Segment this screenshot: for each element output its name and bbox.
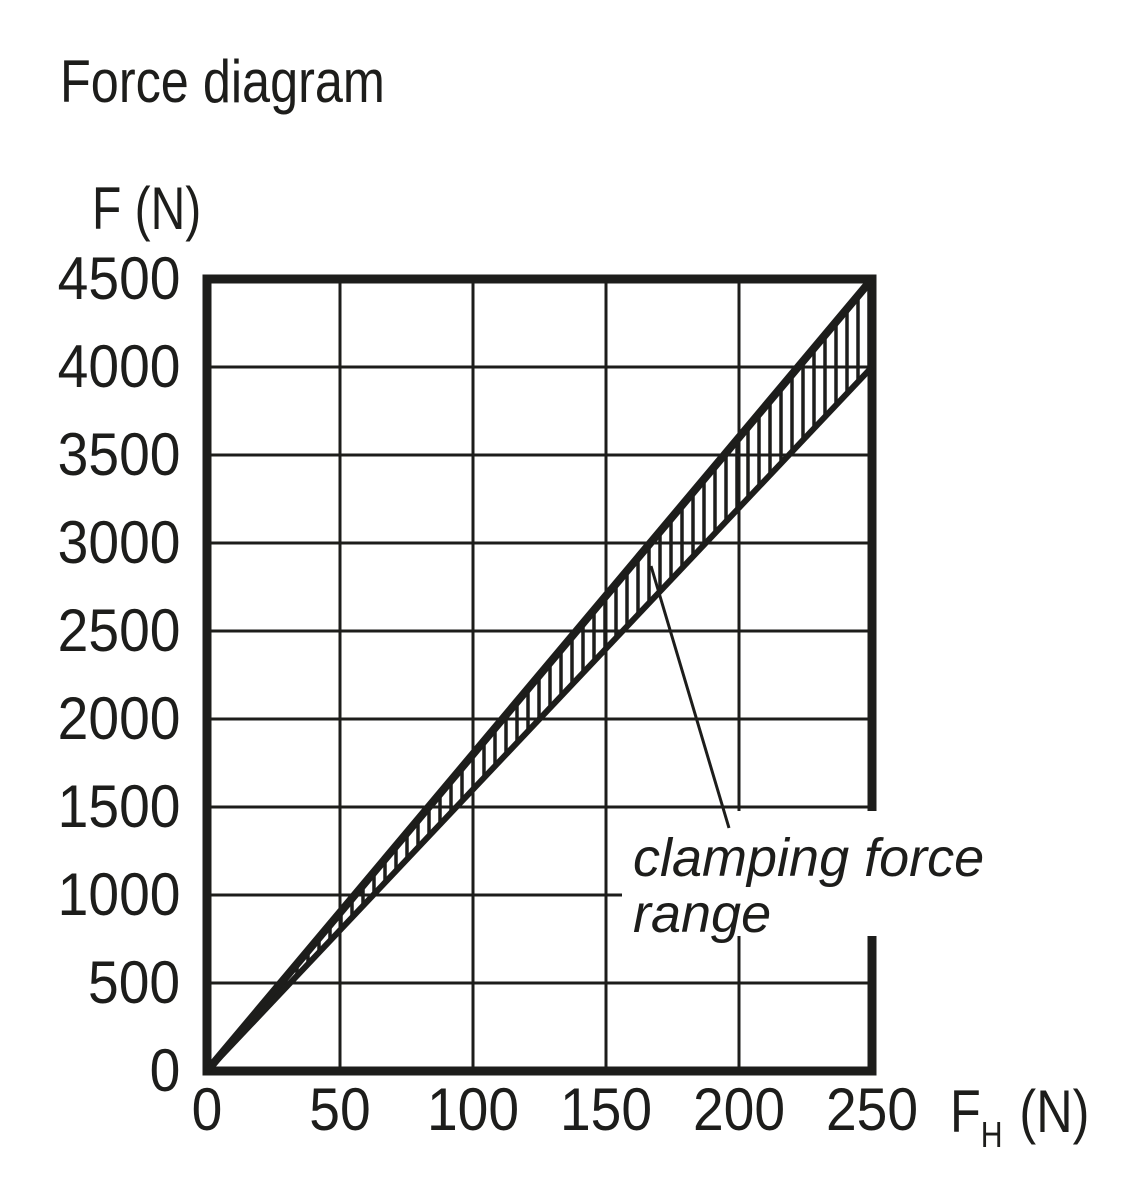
y-axis-label: F (N) [92,175,202,242]
chart-title: Force diagram [60,48,385,115]
y-tick-label: 1000 [57,861,180,928]
clamping-band-lower-line [204,364,875,1074]
x-tick-label: 200 [692,1076,786,1143]
x-tick-label: 100 [426,1076,520,1143]
x-axis-unit: (N) [1019,1078,1090,1145]
y-tick-label: 2000 [57,685,180,752]
x-axis-symbol: F [950,1078,981,1145]
x-tick-label: 250 [825,1076,919,1143]
x-axis-subscript: H [980,1114,1003,1155]
y-tick-label: 3500 [57,421,180,488]
annotation-leader-line [649,565,731,829]
x-axis-label: FH (N) [950,1082,1089,1153]
x-tick-label: 50 [309,1076,371,1143]
annotation-line-2: range [633,884,772,944]
y-tick-label: 2500 [57,597,180,664]
x-tick-label: 150 [559,1076,653,1143]
annotation-line-1: clamping force [633,828,985,888]
y-tick-label: 3000 [57,509,180,576]
y-tick-label: 0 [149,1037,180,1104]
x-tick-label: 0 [191,1076,223,1143]
y-tick-label: 500 [87,949,180,1016]
y-tick-label: 4000 [57,333,180,400]
clamping-band-upper-line [203,276,876,1074]
y-tick-label: 4500 [57,245,180,312]
y-tick-label: 1500 [57,773,180,840]
